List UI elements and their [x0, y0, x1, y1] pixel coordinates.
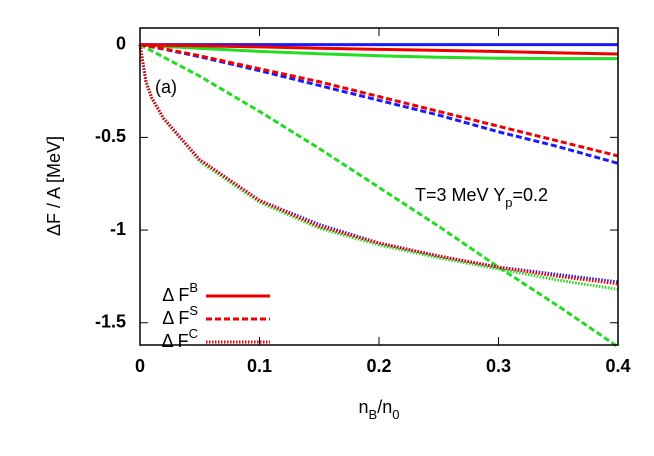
- x-tick-label: 0.3: [486, 356, 511, 376]
- legend-label-part: Δ F: [162, 308, 189, 328]
- y-tick-label: -0.5: [95, 126, 126, 146]
- x-tick-label: 0.4: [605, 356, 630, 376]
- x-axis-label-part: /n: [377, 397, 392, 417]
- legend-label-part: Δ F: [162, 331, 189, 351]
- x-tick-label: 0: [135, 356, 145, 376]
- annotation-part: T=3 MeV Y: [415, 185, 505, 205]
- legend-label-part: S: [189, 303, 198, 318]
- x-axis-label-part: 0: [392, 407, 399, 422]
- series-line: [139, 43, 619, 56]
- annotation-part: =0.2: [512, 185, 548, 205]
- plot-frame: [139, 27, 619, 346]
- y-tick-label: -1: [110, 219, 126, 239]
- legend-label-part: B: [189, 280, 198, 295]
- legend-label-part: C: [189, 326, 198, 341]
- x-axis-label-part: B: [369, 407, 378, 422]
- annotation-part: (a): [155, 77, 177, 97]
- legend-label-part: Δ F: [162, 285, 189, 305]
- x-tick-label: 0.2: [366, 356, 391, 376]
- annotation: (a): [155, 77, 177, 97]
- series-line: [138, 44, 619, 286]
- annotation-part: p: [505, 195, 512, 210]
- y-tick-label: 0: [116, 33, 126, 53]
- x-axis-label: nB/n0: [359, 397, 400, 422]
- series-line: [139, 43, 619, 349]
- y-axis-label: ΔF / A [MeV]: [44, 136, 64, 236]
- x-tick-label: 0.1: [247, 356, 272, 376]
- x-axis-label-part: n: [359, 397, 369, 417]
- legend-label: Δ FC: [162, 326, 198, 351]
- annotation: T=3 MeV Yp=0.2: [415, 185, 548, 210]
- legend-label: Δ FS: [162, 303, 198, 328]
- y-tick-label: -1.5: [95, 312, 126, 332]
- series-line: [139, 43, 619, 158]
- series-line: [139, 43, 619, 165]
- legend-label: Δ FB: [162, 280, 198, 305]
